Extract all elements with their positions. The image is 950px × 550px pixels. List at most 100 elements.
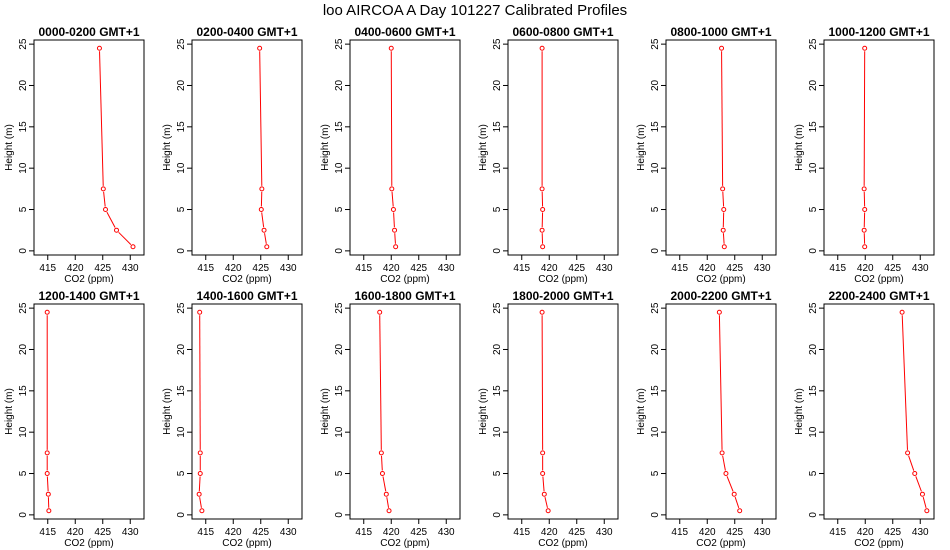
- profile-segment: [199, 497, 202, 508]
- panel-title: 1800-2000 GMT+1: [512, 289, 613, 303]
- panel-title: 0400-0600 GMT+1: [354, 25, 455, 39]
- y-axis-label: Height (m): [4, 388, 15, 435]
- x-tick-label: 430: [912, 263, 929, 274]
- y-tick-label: 20: [334, 343, 345, 355]
- x-tick-label: 425: [884, 263, 901, 274]
- y-tick-label: 0: [492, 248, 503, 254]
- x-tick-label: 430: [122, 527, 139, 538]
- y-axis-label: Height (m): [162, 124, 173, 171]
- plot-frame: [823, 39, 935, 256]
- profile-segment: [118, 231, 132, 245]
- x-tick-label: 425: [94, 527, 111, 538]
- x-tick-label: 430: [438, 263, 455, 274]
- x-tick-label: 430: [596, 527, 613, 538]
- y-tick-label: 5: [492, 206, 503, 212]
- data-point: [912, 471, 918, 477]
- profile-segment: [381, 455, 383, 471]
- x-tick-label: 415: [355, 263, 372, 274]
- panel-title: 1200-1400 GMT+1: [38, 289, 139, 303]
- profile-segment: [199, 315, 201, 450]
- y-tick-label: 0: [808, 512, 819, 518]
- x-tick-label: 415: [513, 263, 530, 274]
- x-tick-label: 420: [857, 263, 874, 274]
- data-point: [383, 491, 389, 497]
- y-tick-label: 5: [492, 470, 503, 476]
- y-tick-label: 10: [808, 426, 819, 438]
- plot-frame: [349, 39, 461, 256]
- data-point: [197, 309, 203, 315]
- panel: 1600-1800 GMT+1 415 420 425 430 0 5 10 15 20 25 CO2…: [320, 289, 461, 549]
- y-axis-label: Height (m): [4, 124, 15, 171]
- y-tick-label: 10: [334, 162, 345, 174]
- panel-title: 1000-1200 GMT+1: [828, 25, 929, 39]
- plot-frame: [507, 39, 619, 256]
- y-axis-label: Height (m): [320, 124, 331, 171]
- y-tick-label: 25: [650, 38, 661, 50]
- x-tick-label: 425: [410, 263, 427, 274]
- y-tick-label: 25: [176, 302, 187, 314]
- panel: 0800-1000 GMT+1 415 420 425 430 0 5 10 15 20 25 CO2…: [636, 25, 777, 285]
- y-tick-label: 25: [18, 302, 29, 314]
- data-point: [862, 244, 868, 250]
- y-tick-label: 0: [650, 512, 661, 518]
- y-tick-label: 20: [18, 343, 29, 355]
- x-tick-label: 415: [355, 527, 372, 538]
- y-tick-label: 25: [492, 302, 503, 314]
- data-point: [720, 186, 726, 192]
- profile-segment: [718, 315, 723, 450]
- y-axis-label: Height (m): [320, 388, 331, 435]
- data-point: [389, 186, 395, 192]
- y-tick-label: 20: [650, 343, 661, 355]
- data-point: [540, 450, 546, 456]
- data-point: [721, 207, 727, 213]
- panel: 0200-0400 GMT+1 415 420 425 430 0 5 10 15 20 25 CO2…: [162, 25, 303, 285]
- data-point: [378, 450, 384, 456]
- y-tick-label: 10: [334, 426, 345, 438]
- y-tick-label: 15: [808, 121, 819, 133]
- y-tick-label: 5: [808, 470, 819, 476]
- y-tick-label: 5: [176, 470, 187, 476]
- profile-segment: [393, 212, 395, 228]
- x-tick-label: 415: [39, 527, 56, 538]
- data-point: [114, 227, 119, 233]
- x-tick-label: 425: [94, 263, 111, 274]
- x-tick-label: 430: [280, 527, 297, 538]
- y-tick-label: 5: [334, 206, 345, 212]
- plot-frame: [823, 303, 935, 520]
- panel: 1200-1400 GMT+1 415 420 425 430 0 5 10 15 20 25 CO2…: [4, 289, 145, 549]
- x-tick-label: 420: [225, 527, 242, 538]
- x-tick-label: 420: [699, 263, 716, 274]
- y-tick-label: 5: [334, 470, 345, 476]
- y-tick-label: 20: [650, 79, 661, 91]
- x-tick-label: 425: [252, 527, 269, 538]
- x-tick-label: 425: [410, 527, 427, 538]
- y-tick-label: 0: [176, 512, 187, 518]
- data-point: [721, 244, 727, 250]
- profile-segment: [379, 315, 382, 450]
- x-tick-label: 420: [67, 263, 84, 274]
- y-tick-label: 5: [18, 470, 29, 476]
- data-point: [719, 45, 725, 51]
- data-point: [861, 227, 867, 233]
- x-tick-label: 415: [197, 263, 214, 274]
- x-axis-label: CO2 (ppm): [696, 538, 745, 549]
- profile-segment: [259, 51, 263, 186]
- profile-segment: [261, 212, 265, 228]
- y-tick-label: 5: [18, 206, 29, 212]
- x-tick-label: 420: [699, 527, 716, 538]
- x-tick-label: 420: [383, 527, 400, 538]
- data-point: [259, 186, 265, 192]
- data-point: [861, 186, 867, 192]
- data-point: [716, 309, 722, 315]
- panel: 0400-0600 GMT+1 415 420 425 430 0 5 10 15 20 25 CO2…: [320, 25, 461, 285]
- profile-segment: [901, 315, 908, 450]
- plot-frame: [33, 303, 145, 520]
- panel-title: 2000-2200 GMT+1: [670, 289, 771, 303]
- x-axis-label: CO2 (ppm): [380, 274, 429, 285]
- data-point: [393, 244, 399, 250]
- x-tick-label: 430: [754, 263, 771, 274]
- y-tick-label: 20: [334, 79, 345, 91]
- data-point: [919, 491, 925, 497]
- profile-segment: [863, 51, 866, 186]
- panel: 1400-1600 GMT+1 415 420 425 430 0 5 10 15 20 25 CO2…: [162, 289, 303, 549]
